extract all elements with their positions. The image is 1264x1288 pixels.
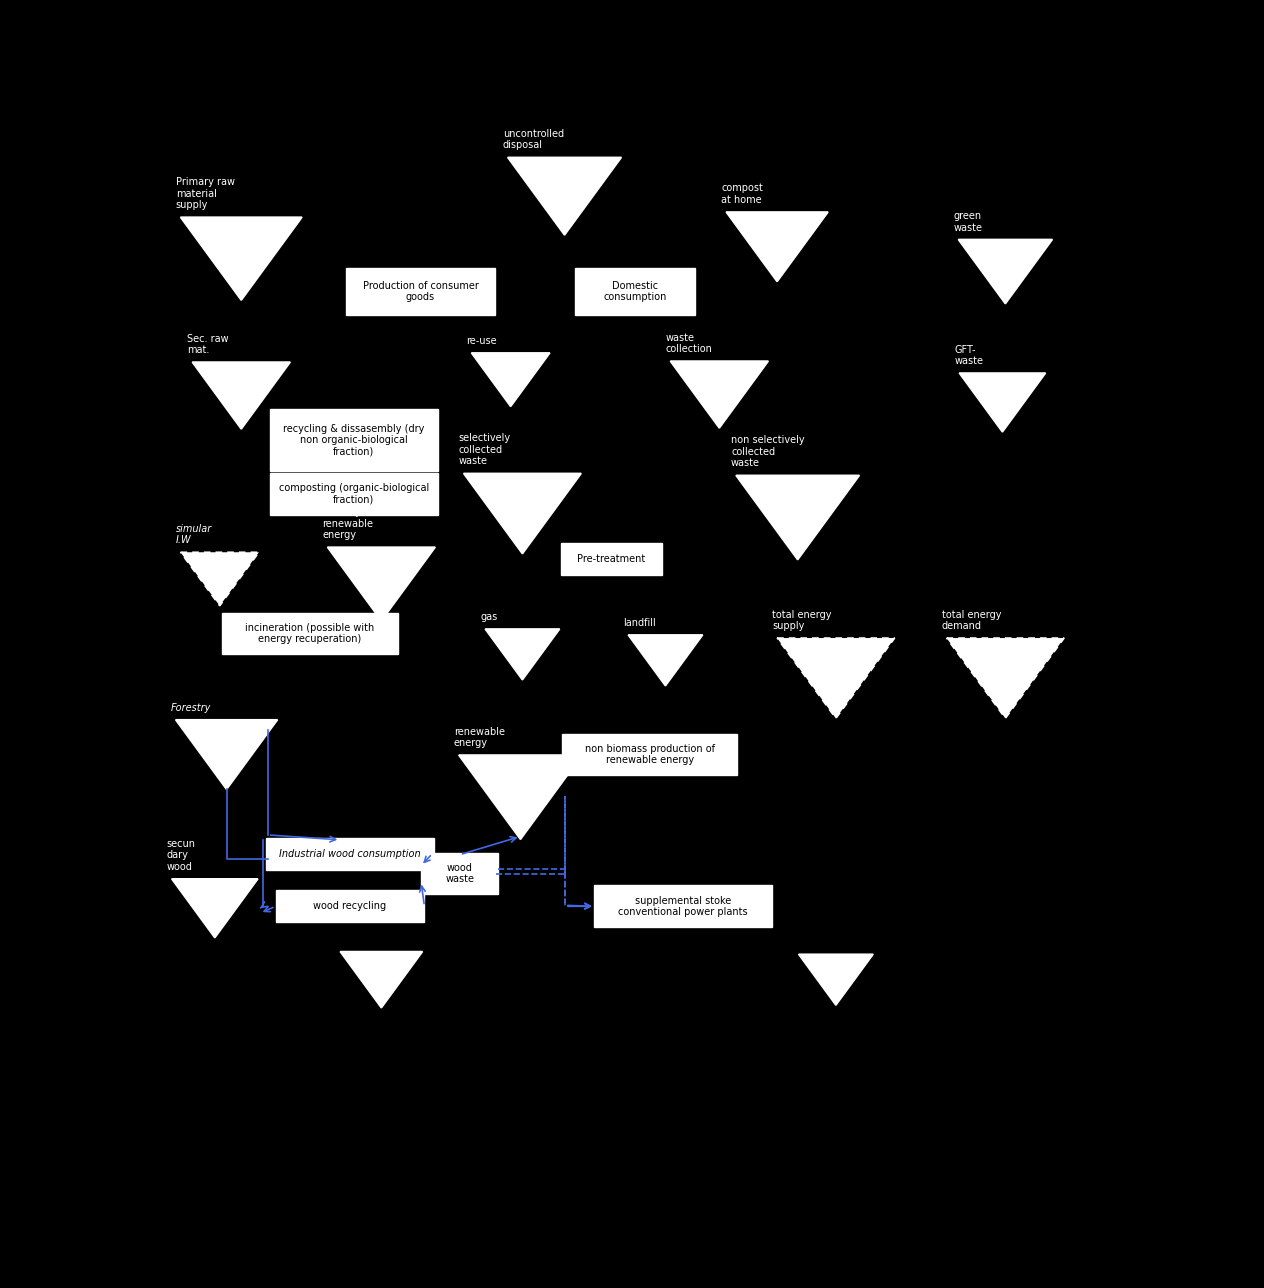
Polygon shape [459,755,583,840]
Polygon shape [464,474,581,554]
FancyBboxPatch shape [269,410,439,471]
Text: wood
waste: wood waste [445,863,474,885]
Text: recycling & dissasembly (dry
non organic-biological
fraction): recycling & dissasembly (dry non organic… [283,424,425,457]
Text: green
waste: green waste [953,211,982,233]
Polygon shape [508,157,622,234]
Text: Primary non
renewable
energy: Primary non renewable energy [322,507,382,540]
Text: gas: gas [480,612,498,622]
FancyBboxPatch shape [575,268,695,316]
FancyBboxPatch shape [562,734,737,775]
Polygon shape [340,952,422,1007]
FancyBboxPatch shape [276,890,425,922]
Polygon shape [726,213,828,282]
Text: Industrial wood consumption: Industrial wood consumption [279,849,421,859]
Text: renewable
energy: renewable energy [454,726,504,748]
Text: landfill: landfill [623,618,656,629]
Text: total energy
demand: total energy demand [942,609,1001,631]
Text: GFT-
waste: GFT- waste [954,344,983,366]
Polygon shape [628,635,703,685]
Text: wood recycling: wood recycling [313,902,387,912]
Text: selectively
collected
waste: selectively collected waste [459,433,511,466]
Polygon shape [736,475,860,560]
Text: Primary raw
material
supply: Primary raw material supply [176,176,235,210]
Text: compost
at home: compost at home [722,183,763,205]
FancyBboxPatch shape [269,473,439,515]
Polygon shape [947,638,1064,719]
Polygon shape [777,638,895,719]
Polygon shape [799,954,873,1005]
Polygon shape [670,361,769,428]
Text: Domestic
consumption: Domestic consumption [603,281,666,303]
Polygon shape [471,353,550,407]
Polygon shape [181,218,302,300]
Text: non biomass production of
renewable energy: non biomass production of renewable ener… [585,743,714,765]
Text: Forestry: Forestry [171,703,211,712]
FancyBboxPatch shape [346,268,495,316]
FancyBboxPatch shape [594,885,772,927]
Text: Production of consumer
goods: Production of consumer goods [363,281,479,303]
Polygon shape [959,374,1045,431]
Text: composting (organic-biological
fraction): composting (organic-biological fraction) [279,483,428,505]
FancyBboxPatch shape [561,544,662,574]
Polygon shape [192,362,291,429]
Text: Pre-treatment: Pre-treatment [578,554,646,564]
Text: supplemental stoke
conventional power plants: supplemental stoke conventional power pl… [618,895,748,917]
FancyBboxPatch shape [265,838,435,869]
Polygon shape [176,720,278,790]
Polygon shape [327,547,435,621]
Text: uncontrolled
disposal: uncontrolled disposal [503,129,564,151]
FancyBboxPatch shape [222,613,397,654]
Text: waste
collection: waste collection [665,332,713,354]
Text: incineration (possible with
energy recuperation): incineration (possible with energy recup… [245,623,374,644]
Text: simular
I.W: simular I.W [176,524,212,545]
Text: secun
dary
wood: secun dary wood [167,838,196,872]
Polygon shape [172,878,258,938]
FancyBboxPatch shape [421,853,498,894]
Text: non selectively
collected
waste: non selectively collected waste [731,435,805,469]
Polygon shape [485,629,560,680]
Text: total energy
supply: total energy supply [772,609,832,631]
Polygon shape [958,240,1053,304]
Text: Sec. raw
mat.: Sec. raw mat. [187,334,229,355]
Text: re-use: re-use [466,336,497,346]
Polygon shape [181,553,259,605]
